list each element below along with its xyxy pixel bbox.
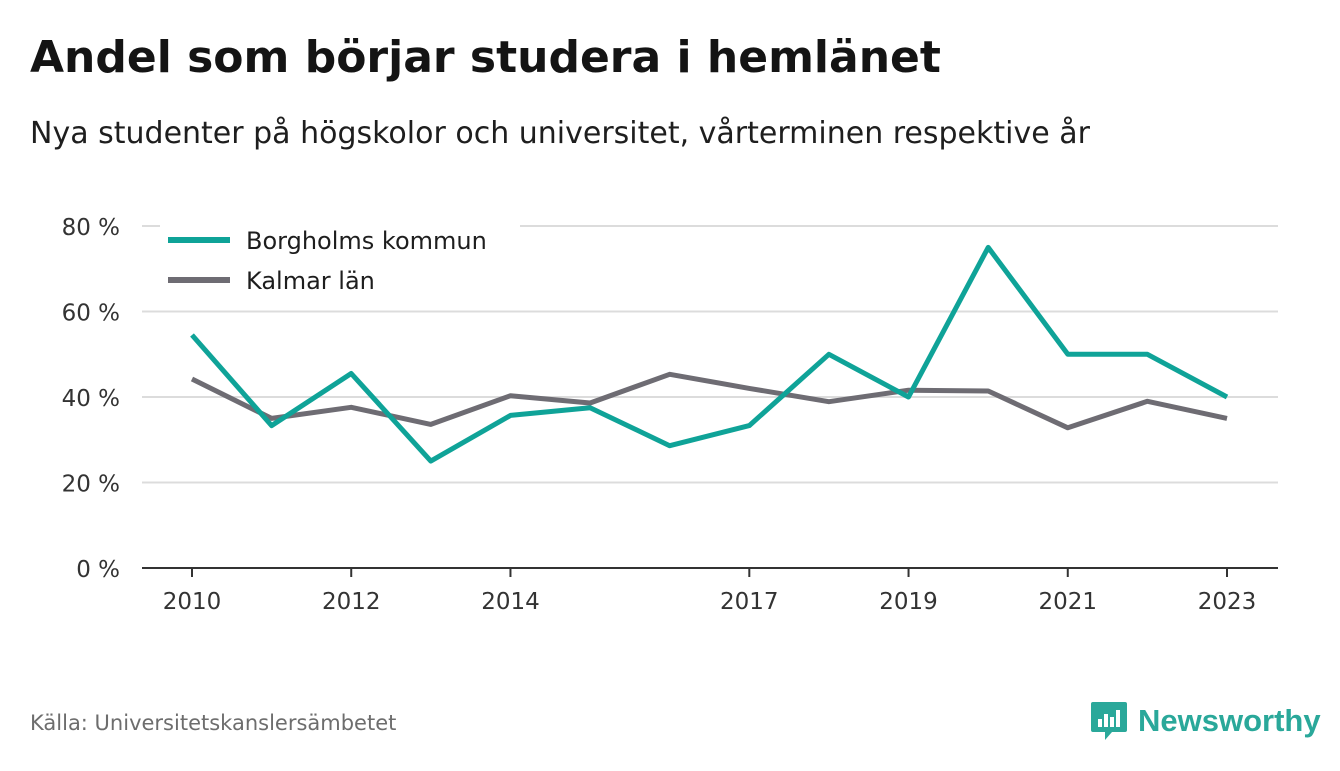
legend: Borgholms kommun Kalmar län	[160, 218, 520, 304]
chart-subtitle: Nya studenter på högskolor och universit…	[30, 116, 1090, 151]
brand-logo: Newsworthy	[1090, 700, 1321, 742]
x-tick-label: 2017	[720, 589, 779, 615]
x-tick-label: 2014	[481, 589, 540, 615]
series-line-borgholms-kommun	[190, 244, 1229, 464]
legend-label: Borgholms kommun	[246, 227, 487, 255]
x-tick-label: 2023	[1198, 589, 1257, 615]
y-axis-ticks: 0 % 20 % 40 % 60 % 80 %	[62, 215, 120, 583]
y-tick-label: 40 %	[62, 386, 120, 412]
chart-title: Andel som börjar studera i hemlänet	[30, 32, 941, 83]
y-tick-label: 80 %	[62, 215, 120, 241]
x-tick-label: 2021	[1038, 589, 1097, 615]
y-tick-label: 20 %	[62, 472, 120, 498]
legend-background	[160, 218, 520, 304]
y-tick-label: 0 %	[76, 557, 120, 583]
x-tick-label: 2012	[322, 589, 381, 615]
series-lines	[190, 244, 1229, 464]
brand-name: Newsworthy	[1138, 703, 1321, 738]
newsworthy-logo-icon	[1091, 702, 1127, 740]
series-line-kalmar-lan	[190, 371, 1228, 431]
x-axis-ticks: 2010 2012 2014 2017 2019 2021 2023	[163, 568, 1257, 615]
source-note: Källa: Universitetskanslersämbetet	[30, 711, 397, 735]
legend-label: Kalmar län	[246, 267, 375, 295]
y-tick-label: 60 %	[62, 301, 120, 327]
x-tick-label: 2019	[879, 589, 938, 615]
x-tick-label: 2010	[163, 589, 222, 615]
